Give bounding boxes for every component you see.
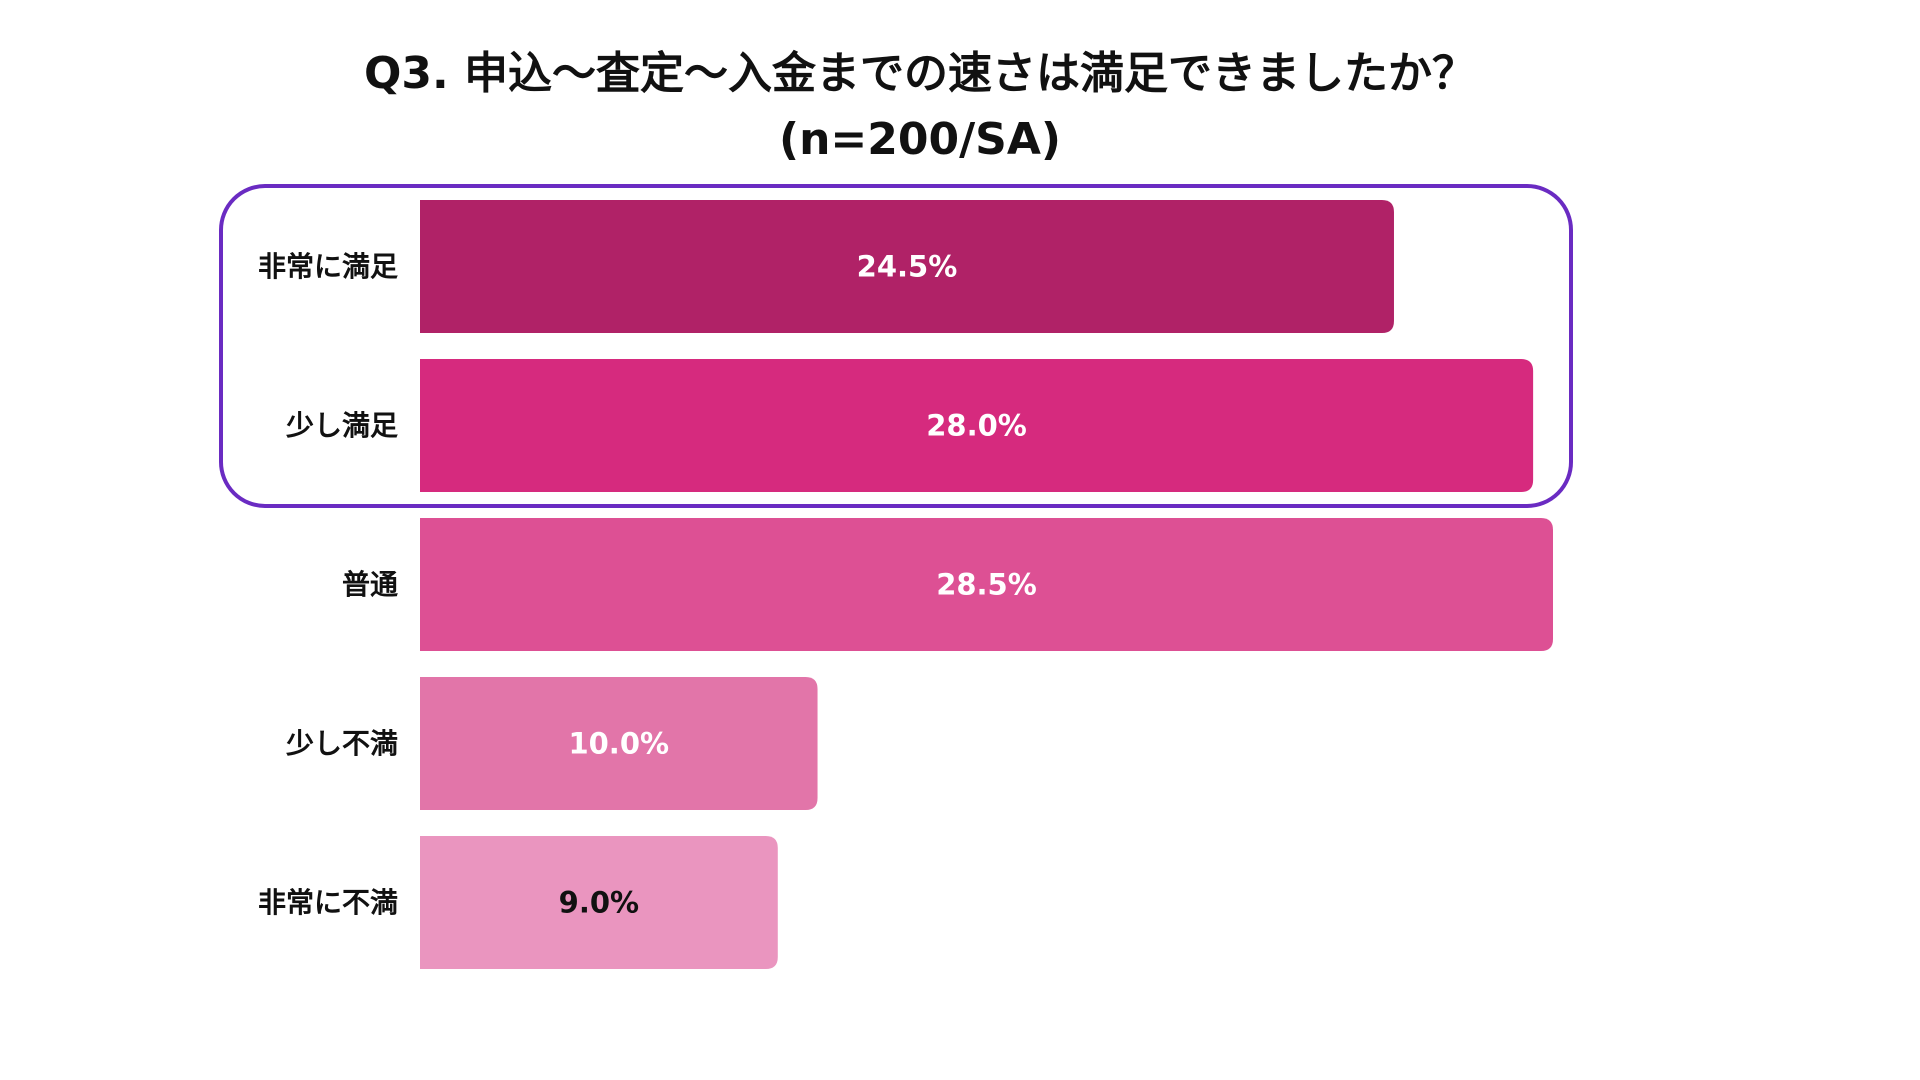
value-label: 28.0%	[926, 409, 1027, 443]
category-label: 非常に不満	[258, 886, 398, 919]
category-label: 非常に満足	[258, 250, 398, 283]
bar-2	[420, 359, 1534, 492]
value-label: 10.0%	[568, 727, 669, 761]
bar-5	[420, 836, 778, 969]
chart-subtitle: (n=200/SA)	[778, 114, 1062, 165]
highlight-box	[219, 184, 1573, 508]
value-label: 28.5%	[936, 568, 1037, 602]
category-label: 普通	[342, 568, 398, 601]
category-label: 少し不満	[286, 727, 398, 760]
bar-4	[420, 677, 818, 810]
chart-title: Q3. 申込〜査定〜入金までの速さは満足できましたか？	[363, 48, 1477, 99]
value-label: 24.5%	[857, 250, 958, 284]
bar-1	[420, 200, 1394, 333]
category-label: 少し満足	[286, 409, 398, 442]
bar-3	[420, 518, 1553, 651]
value-label: 9.0%	[559, 886, 639, 920]
